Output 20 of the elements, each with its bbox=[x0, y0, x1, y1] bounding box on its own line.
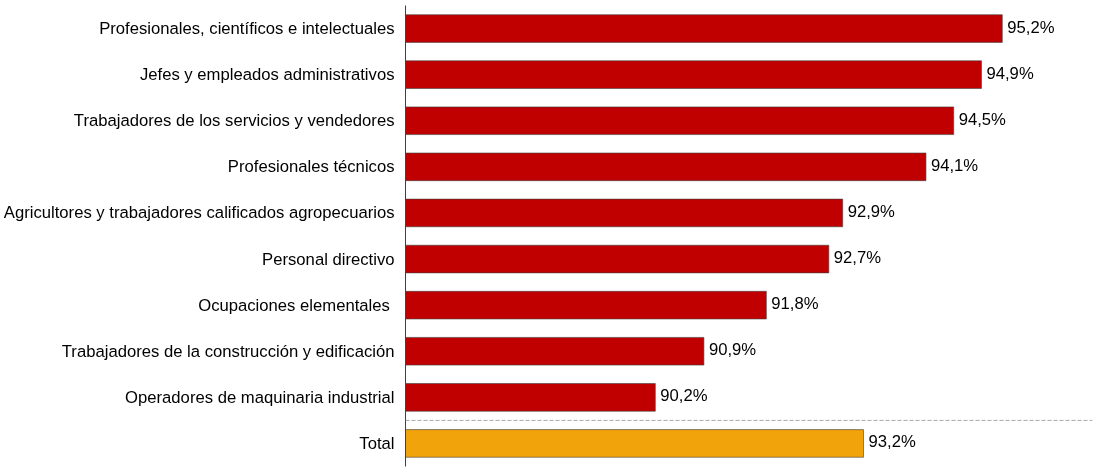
data-label: 93,2% bbox=[868, 432, 916, 452]
data-label: 92,7% bbox=[833, 248, 882, 268]
y-tick-label: Personal directivo bbox=[262, 249, 395, 269]
data-label: 90,2% bbox=[660, 386, 708, 406]
data-label: 91,8% bbox=[771, 294, 819, 314]
y-tick-label: Ocupaciones elementales bbox=[198, 295, 390, 315]
y-tick-label: Operadores de maquinaria industrial bbox=[125, 387, 395, 407]
y-tick-label: Profesionales técnicos bbox=[227, 157, 395, 177]
data-label: 95,2% bbox=[1007, 17, 1055, 37]
y-tick-label: Trabajadores de los servicios y vendedores bbox=[73, 111, 395, 131]
y-tick-label: Trabajadores de la construcción y edificación bbox=[61, 341, 395, 361]
data-label: 92,9% bbox=[847, 201, 896, 221]
data-label: 94,9% bbox=[986, 63, 1034, 83]
y-tick-label: Jefes y empleados administrativos bbox=[139, 65, 395, 85]
y-tick-label: Profesionales, científicos e intelectuales bbox=[99, 19, 395, 39]
data-label: 90,9% bbox=[708, 340, 757, 360]
y-tick-label: Agricultores y trabajadores calificados agropecuarios bbox=[3, 203, 395, 223]
data-label: 94,1% bbox=[930, 155, 979, 175]
y-tick-label: Total bbox=[359, 433, 395, 453]
data-label: 94,5% bbox=[958, 109, 1007, 129]
